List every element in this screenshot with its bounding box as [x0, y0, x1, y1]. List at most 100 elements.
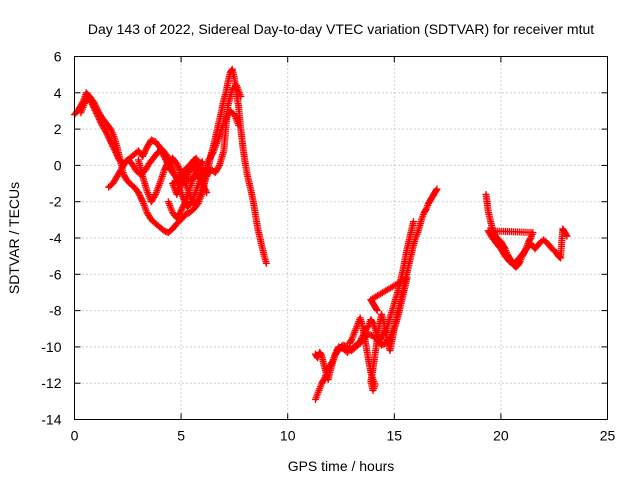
data-point: [90, 103, 98, 111]
data-point: [193, 197, 201, 205]
data-point: [93, 109, 101, 117]
data-point: [112, 150, 120, 158]
plot-frame: [74, 56, 608, 420]
grid: [74, 56, 608, 420]
y-tick-label: 0: [54, 157, 62, 173]
y-tick-label: 6: [54, 49, 62, 65]
data-point: [202, 187, 210, 195]
data-point: [113, 151, 121, 159]
data-point: [88, 100, 96, 108]
data-point: [432, 186, 440, 194]
data-point: [173, 160, 181, 168]
data-point: [156, 145, 164, 153]
data-point: [201, 184, 209, 192]
data-point: [105, 133, 113, 141]
data-point: [179, 178, 187, 186]
data-point: [112, 148, 120, 156]
data-point: [142, 146, 150, 154]
data-point: [107, 138, 115, 146]
data-point: [422, 206, 430, 214]
data-point: [102, 129, 110, 137]
data-point: [193, 167, 201, 175]
data-point: [176, 166, 184, 174]
data-point: [181, 172, 189, 180]
data-point: [409, 218, 417, 226]
y-tick-label: 4: [54, 85, 62, 101]
data-point: [177, 207, 185, 215]
data-point: [184, 166, 192, 174]
y-tick-label: -12: [41, 375, 61, 391]
y-tick-label: -2: [49, 194, 62, 210]
data-point: [86, 96, 94, 104]
data-point: [562, 231, 570, 239]
data-point: [91, 106, 99, 114]
data-point: [179, 177, 187, 185]
data-point: [208, 150, 216, 158]
data-point: [563, 232, 571, 240]
data-point: [175, 164, 183, 172]
y-axis-title: SDTVAR / TECUs: [6, 182, 22, 294]
data-point: [85, 94, 93, 102]
data-point: [138, 196, 146, 204]
data-point: [110, 145, 118, 153]
data-point: [181, 174, 189, 182]
data-point: [235, 121, 243, 129]
y-tick-label: -8: [49, 303, 62, 319]
data-point: [192, 164, 200, 172]
data-point: [158, 148, 166, 156]
data-point: [111, 147, 119, 155]
data-point: [174, 187, 182, 195]
data-point: [174, 189, 182, 197]
data-point: [136, 192, 144, 200]
data-point: [203, 189, 211, 197]
data-point: [262, 259, 270, 267]
data-point: [181, 199, 189, 207]
x-tick-label: 0: [71, 428, 79, 444]
data-point: [151, 192, 159, 200]
data-point: [137, 195, 145, 203]
data-point: [95, 114, 103, 122]
data-point: [177, 181, 185, 189]
data-point: [92, 108, 100, 116]
data-point: [237, 92, 245, 100]
data-point: [139, 152, 147, 160]
x-tick-label: 20: [493, 428, 509, 444]
data-point: [162, 162, 170, 170]
data-point: [175, 186, 183, 194]
data-point: [183, 168, 191, 176]
data-point: [140, 149, 148, 157]
data-point: [87, 97, 95, 105]
data-point: [161, 164, 169, 172]
data-point: [198, 180, 206, 188]
data-point: [156, 143, 164, 151]
x-tick-label: 10: [280, 428, 296, 444]
data-point: [178, 205, 186, 213]
data-point: [89, 102, 97, 110]
data-point: [183, 169, 191, 177]
axis-ticks: 0 5 10 15 20 25 -14 -12 -10 -8 -6 -4 -2 0 2 4 6: [41, 49, 615, 444]
data-point: [368, 318, 376, 326]
data-point: [319, 377, 327, 385]
data-point: [114, 153, 122, 161]
data-points: [71, 65, 571, 404]
data-point: [373, 307, 381, 315]
data-point: [199, 181, 207, 189]
y-tick-label: -6: [49, 266, 62, 282]
data-point: [174, 161, 182, 169]
data-point: [108, 141, 116, 149]
data-point: [105, 135, 113, 143]
data-point: [180, 175, 188, 183]
data-point: [180, 201, 188, 209]
y-tick-label: -10: [41, 339, 61, 355]
data-point: [163, 161, 171, 169]
data-point: [93, 111, 101, 119]
data-point: [174, 163, 182, 171]
data-point: [95, 115, 103, 123]
data-point: [90, 105, 98, 113]
data-point: [97, 118, 105, 126]
x-tick-label: 5: [177, 428, 185, 444]
data-point: [161, 154, 169, 162]
data-point: [179, 204, 187, 212]
